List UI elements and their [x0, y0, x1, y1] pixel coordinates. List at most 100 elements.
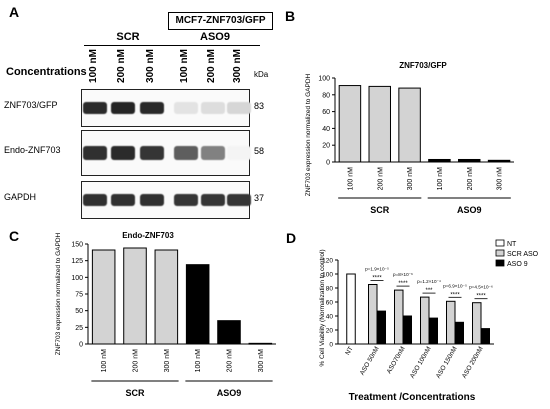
- x-tick-label: 100 nM: [347, 167, 354, 191]
- concentration-label: 200 nM: [206, 49, 217, 83]
- blot-row-label: Endo-ZNF703: [4, 145, 61, 155]
- x-tick-label: 200 nM: [377, 167, 384, 191]
- y-tick-label: 125: [71, 258, 83, 265]
- bar: [368, 284, 378, 345]
- group-label: ASO9: [217, 388, 242, 398]
- bar: [428, 317, 438, 345]
- chart-c-svg: Endo-ZNF703 ZNF703 expression normalized…: [55, 231, 276, 398]
- blot-band: [140, 194, 164, 206]
- group-label: SCR: [125, 388, 145, 398]
- concentration-label: 200 nM: [116, 49, 127, 83]
- panel-d-chart: % Cell Viability (Normalization to contr…: [282, 226, 550, 404]
- chart-c-title: Endo-ZNF703: [122, 231, 174, 240]
- x-tick-label: 200 nM: [133, 349, 140, 373]
- x-tick-label: 300 nM: [164, 349, 171, 373]
- x-tick-label: ASO 200nM: [461, 346, 485, 380]
- p-value-label: p=4.5×10⁻⁶: [469, 285, 493, 290]
- bar: [346, 273, 356, 345]
- x-tick-label: ASO 50nM: [359, 346, 381, 377]
- p-value-label: p=1.9×10⁻⁵: [365, 267, 389, 272]
- panel-b-chart: ZNF703/GFP ZNF703 expression normalized …: [286, 0, 550, 222]
- bar: [154, 249, 179, 345]
- significance-stars: ****: [372, 276, 382, 282]
- chart-c-ylabel: ZNF703 expression normalized to GAPDH: [55, 232, 62, 355]
- significance-stars: ***: [425, 288, 433, 294]
- blot-band: [83, 146, 107, 160]
- cell-line-label: MCF7-ZNF703/GFP: [168, 12, 273, 30]
- y-tick-label: 50: [75, 308, 83, 315]
- bar: [394, 289, 404, 345]
- concentration-label: 300 nM: [232, 49, 243, 83]
- p-value-label: p=6.9×10⁻⁵: [443, 283, 467, 288]
- kda-marker: 83: [254, 101, 265, 111]
- group-label: SCR: [370, 205, 390, 215]
- x-tick-label: 100 nM: [437, 167, 444, 191]
- legend-swatch: [495, 239, 505, 247]
- x-tick-label: 300 nM: [407, 167, 414, 191]
- group-rule-aso9: [170, 45, 260, 46]
- group-label: ASO9: [457, 205, 482, 215]
- x-tick-label: 100 nM: [195, 349, 202, 373]
- panel-d-letter: D: [286, 230, 297, 246]
- blot-row-label: GAPDH: [4, 192, 37, 202]
- bar: [454, 321, 464, 345]
- blot-band: [227, 102, 251, 114]
- blot-band: [111, 146, 135, 160]
- legend-label: SCR ASO: [507, 251, 539, 258]
- legend-label: NT: [507, 241, 517, 248]
- panel-c-chart: Endo-ZNF703 ZNF703 expression normalized…: [0, 226, 282, 404]
- p-value-label: p=1.2×10⁻⁴: [417, 279, 441, 284]
- x-tick-label: 300 nM: [497, 167, 504, 191]
- kda-marker: 37: [254, 193, 265, 203]
- y-tick-label: 40: [322, 126, 330, 133]
- significance-stars: ****: [450, 292, 460, 298]
- chart-d-svg: % Cell Viability (Normalization to contr…: [319, 239, 539, 403]
- panel-a-blot: MCF7-ZNF703/GFP SCR ASO9 Concentrations …: [0, 0, 282, 222]
- blot-band: [201, 194, 225, 206]
- blot-band: [174, 194, 198, 206]
- y-tick-label: 80: [326, 286, 334, 293]
- y-tick-label: 80: [322, 92, 330, 99]
- y-tick-label: 150: [71, 242, 83, 249]
- panel-b-letter: B: [285, 8, 296, 24]
- concentration-label: 300 nM: [145, 49, 156, 83]
- bar: [480, 328, 490, 345]
- blot-band: [201, 102, 225, 114]
- chart-d-ylabel: % Cell Viability (Normalization to contr…: [319, 249, 326, 366]
- y-tick-label: 25: [75, 325, 83, 332]
- y-tick-label: 75: [75, 292, 83, 299]
- x-tick-label: ASO 150nM: [435, 346, 459, 380]
- blot-band: [111, 102, 135, 114]
- blot-band: [227, 194, 251, 206]
- significance-stars: ****: [398, 281, 408, 287]
- y-tick-label: 20: [322, 143, 330, 150]
- panel-a-letter: A: [9, 4, 20, 20]
- y-tick-label: 0: [326, 160, 330, 167]
- kda-marker: 58: [254, 146, 265, 156]
- y-tick-label: 0: [329, 342, 333, 349]
- y-tick-label: 120: [322, 258, 333, 265]
- x-tick-label: 100 nM: [101, 349, 108, 373]
- blot-band: [111, 194, 135, 206]
- legend-swatch: [495, 249, 505, 257]
- bar: [248, 342, 273, 345]
- blot-band: [174, 102, 198, 114]
- bar: [91, 249, 116, 345]
- kda-unit: kDa: [254, 70, 269, 79]
- bar: [487, 159, 511, 163]
- bar: [217, 320, 241, 345]
- blot-band: [174, 146, 198, 160]
- group-rule-scr: [84, 45, 170, 46]
- y-tick-label: 60: [326, 300, 334, 307]
- chart-d-xlabel: Treatment /Concentrations: [349, 392, 476, 403]
- bar: [123, 247, 147, 345]
- x-tick-label: 200 nM: [467, 167, 474, 191]
- blot-band: [140, 102, 164, 114]
- blot-band: [201, 146, 225, 160]
- bar: [446, 300, 456, 345]
- legend-swatch: [495, 259, 505, 267]
- panel-c-letter: C: [9, 228, 20, 244]
- significance-stars: ****: [476, 294, 486, 300]
- legend-label: ASO 9: [507, 261, 528, 268]
- concentration-label: 100 nM: [179, 49, 190, 83]
